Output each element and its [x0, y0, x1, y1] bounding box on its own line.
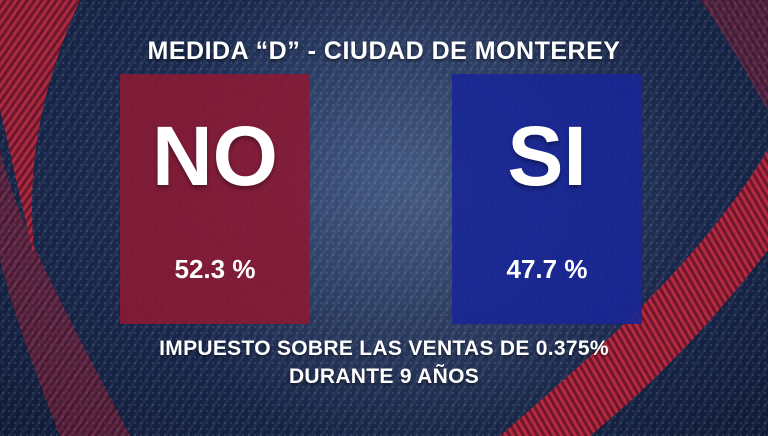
- no-label: NO: [152, 109, 278, 203]
- page-title: MEDIDA “D” - CIUDAD DE MONTEREY: [147, 37, 621, 65]
- measure-description: IMPUESTO SOBRE LAS VENTAS DE 0.375%: [159, 337, 609, 360]
- right-red-swoosh: [500, 0, 768, 436]
- si-label: SI: [507, 109, 587, 203]
- no-result-panel: NO 52.3 %: [120, 74, 310, 324]
- no-percent: 52.3 %: [174, 254, 256, 284]
- left-red-swoosh: [0, 0, 130, 436]
- si-result-panel: SI 47.7 %: [452, 74, 642, 324]
- si-percent: 47.7 %: [506, 254, 588, 284]
- measure-duration: DURANTE 9 AÑOS: [288, 365, 480, 388]
